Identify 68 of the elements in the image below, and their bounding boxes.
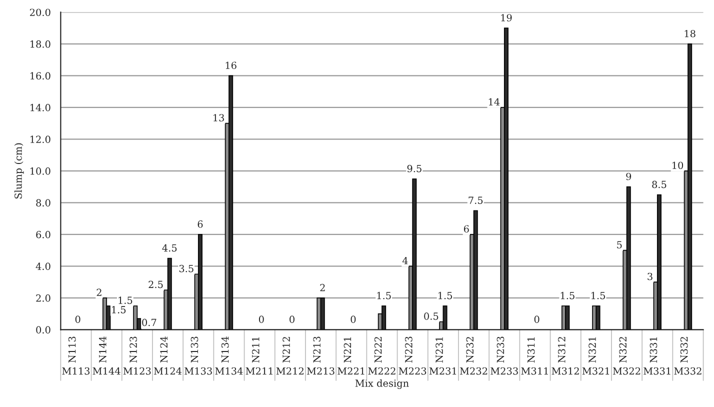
- data-label: 0: [75, 316, 80, 324]
- data-label: 9: [626, 172, 632, 180]
- category-label: M222 N222: [368, 336, 396, 375]
- data-label: 0: [534, 316, 540, 324]
- y-tick-label: 8.0: [36, 199, 50, 207]
- data-label: 19: [501, 14, 512, 22]
- data-label: 13: [214, 114, 224, 122]
- data-label: 0: [350, 316, 356, 324]
- data-label: 3: [648, 272, 652, 280]
- data-label: 1.5: [591, 292, 606, 300]
- y-tick-label: 14.0: [30, 104, 50, 112]
- category-label: M134 N134: [215, 336, 243, 375]
- category-label: M312 N312: [552, 336, 579, 375]
- category-label: M212 N212: [276, 336, 304, 375]
- data-label: 0.5: [424, 312, 438, 320]
- bar: [133, 305, 138, 330]
- data-label: 5: [617, 241, 622, 248]
- data-label: 1.5: [118, 296, 132, 304]
- data-label: 1.5: [112, 306, 126, 314]
- category-label: M332 N332: [674, 336, 702, 375]
- data-label: 7.5: [468, 196, 483, 204]
- category-label: M223 N223: [398, 336, 426, 375]
- category-label: M233 N233: [490, 336, 518, 375]
- category-label: M232 N232: [460, 336, 488, 375]
- x-axis-title: Mix design: [355, 379, 409, 389]
- category-label: M211 N211: [246, 337, 272, 375]
- data-label: 1.5: [377, 292, 391, 300]
- y-tick-label: 10.0: [30, 167, 50, 175]
- y-tick-label: 2.0: [36, 294, 50, 302]
- category-label: M322 N322: [613, 336, 640, 375]
- data-label: 1.5: [560, 292, 574, 300]
- data-label: 0.7: [142, 318, 156, 326]
- data-label: 2: [96, 288, 102, 296]
- category-label: M311 N311: [521, 337, 548, 375]
- category-label: M331 N331: [644, 337, 670, 375]
- data-label: 3.5: [179, 264, 194, 272]
- data-label: 9.5: [407, 164, 422, 172]
- category-label: M113 N113: [62, 336, 90, 375]
- data-label: 4: [402, 256, 408, 264]
- data-label: 0: [290, 316, 294, 324]
- category-label: M213 N213: [307, 336, 334, 375]
- category-label: M144 N144: [92, 336, 120, 375]
- data-label: 6: [198, 220, 203, 228]
- y-tick-label: 18.0: [30, 40, 50, 48]
- data-label: 1.5: [438, 292, 452, 300]
- category-label: M123 N123: [123, 336, 151, 375]
- y-tick-label: 16.0: [30, 72, 50, 80]
- data-label: 18: [684, 30, 696, 38]
- y-tick-label: 0.0: [36, 326, 50, 334]
- y-axis-title: Slump (cm): [14, 143, 24, 199]
- category-label: M124 N124: [154, 336, 182, 375]
- y-tick-label: 20.0: [30, 8, 50, 16]
- y-tick-label: 6.0: [36, 230, 50, 238]
- data-label: 14: [488, 98, 500, 106]
- data-label: 6: [464, 225, 469, 233]
- category-label: M321 N321: [582, 337, 610, 375]
- category-label: M231 N231: [429, 337, 456, 375]
- data-label: 4.5: [162, 244, 177, 252]
- y-tick-label: 4.0: [36, 262, 50, 270]
- data-label: 16: [226, 62, 236, 70]
- data-label: 2: [320, 284, 325, 292]
- category-label: M133 N133: [184, 336, 212, 375]
- category-label: M221 N221: [338, 337, 364, 375]
- data-label: 8.5: [652, 180, 666, 188]
- y-tick-label: 12.0: [30, 136, 50, 144]
- data-label: 10: [672, 162, 684, 170]
- data-label: 0: [258, 316, 264, 324]
- data-label: 2.5: [148, 280, 163, 288]
